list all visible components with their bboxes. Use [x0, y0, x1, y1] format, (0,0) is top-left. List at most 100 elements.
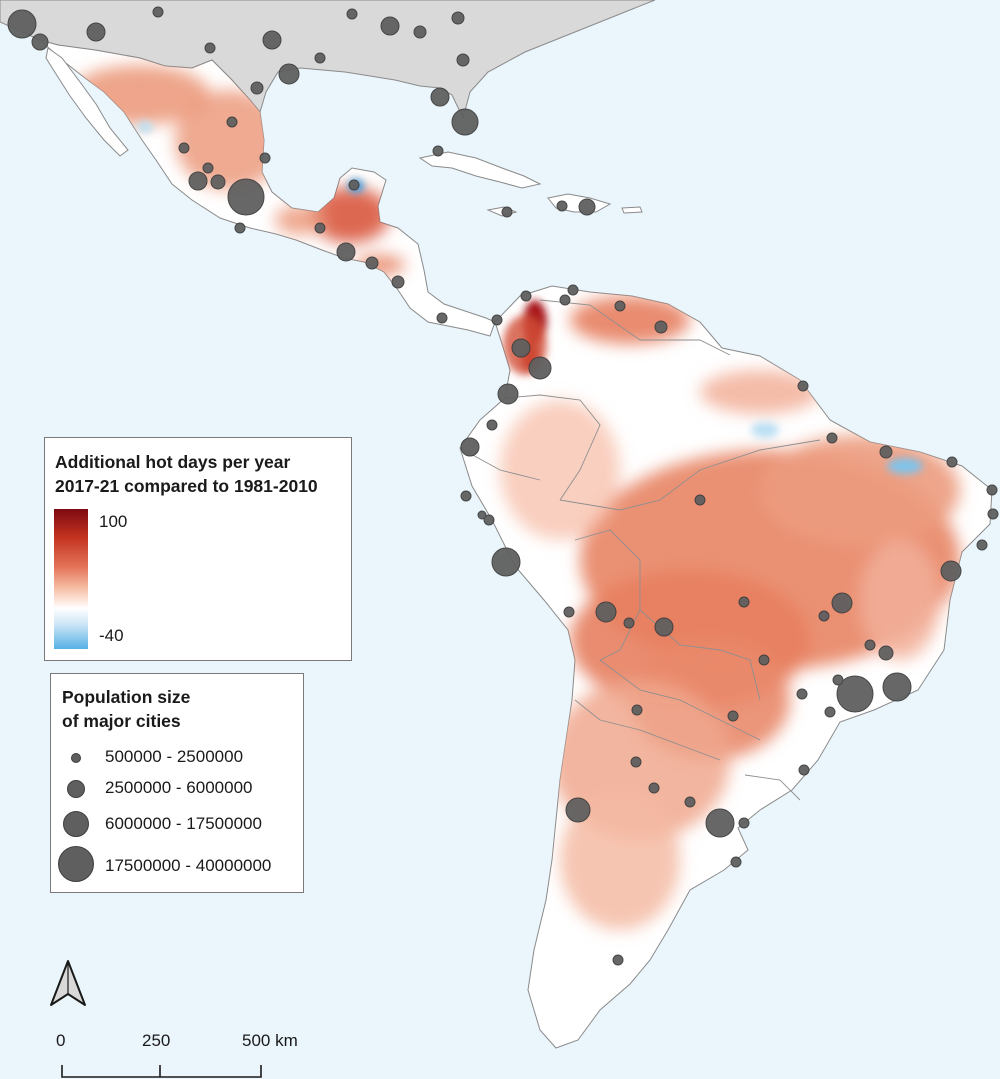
city-marker	[314, 52, 326, 64]
city-marker	[836, 675, 874, 713]
city-marker	[477, 510, 487, 520]
scale-bar: 0 250 500 km	[50, 1025, 320, 1079]
city-marker	[31, 33, 49, 51]
city-marker	[727, 710, 739, 722]
city-marker	[491, 547, 521, 577]
heat-legend-title-line2: 2017-21 compared to 1981-2010	[55, 476, 318, 496]
city-marker	[559, 294, 571, 306]
city-marker	[738, 596, 750, 608]
national-borders	[459, 299, 821, 801]
population-class-label: 17500000 - 40000000	[105, 856, 272, 875]
city-marker	[987, 508, 999, 520]
border	[504, 394, 601, 501]
heat-patch	[760, 435, 960, 545]
city-marker	[563, 606, 575, 618]
border	[574, 529, 641, 661]
city-marker	[391, 275, 405, 289]
city-marker	[451, 11, 465, 25]
population-marker-small	[71, 753, 81, 763]
city-marker	[511, 338, 531, 358]
city-marker	[705, 808, 735, 838]
city-marker	[501, 206, 513, 218]
city-marker	[826, 432, 838, 444]
heat-patch	[860, 540, 940, 660]
heat-patch	[355, 255, 405, 275]
cold-patch	[887, 458, 923, 474]
city-marker	[430, 87, 450, 107]
city-marker	[346, 8, 358, 20]
city-marker	[796, 688, 808, 700]
city-marker	[824, 706, 836, 718]
city-marker	[202, 162, 214, 174]
baja-california	[45, 47, 129, 157]
city-marker	[946, 456, 958, 468]
city-marker	[486, 419, 498, 431]
city-marker	[818, 610, 830, 622]
border	[574, 699, 721, 761]
city-marker	[413, 25, 427, 39]
city-marker	[460, 490, 472, 502]
population-class-4: 17500000 - 40000000	[51, 846, 305, 886]
city-marker	[879, 445, 893, 459]
city-marker	[595, 601, 617, 623]
city-marker	[654, 617, 674, 637]
city-marker	[348, 179, 360, 191]
population-marker-xlarge	[58, 846, 94, 882]
city-marker	[730, 856, 742, 868]
population-legend-title-line1: Population size	[62, 687, 191, 707]
city-marker	[262, 30, 282, 50]
city-marker	[234, 222, 246, 234]
population-class-label: 2500000 - 6000000	[105, 778, 253, 797]
heat-patch	[175, 90, 285, 190]
city-marker	[684, 796, 696, 808]
scale-bar-line	[61, 1065, 262, 1078]
cuba	[418, 151, 542, 189]
border	[599, 659, 761, 741]
city-marker	[520, 290, 532, 302]
heat-patch	[275, 205, 325, 235]
city-marker	[797, 380, 809, 392]
city-marker	[614, 300, 626, 312]
city-marker	[832, 674, 844, 686]
population-class-2: 2500000 - 6000000	[51, 774, 305, 814]
city-marker	[497, 383, 519, 405]
city-marker	[86, 22, 106, 42]
heat-color-ramp	[54, 509, 88, 649]
city-marker	[432, 145, 444, 157]
city-marker	[250, 81, 264, 95]
city-marker	[940, 560, 962, 582]
city-marker	[436, 312, 448, 324]
city-marker	[648, 782, 660, 794]
cold-patch	[137, 121, 153, 133]
population-class-1: 500000 - 2500000	[51, 744, 305, 784]
city-marker	[738, 817, 750, 829]
city-marker	[178, 142, 190, 154]
city-marker	[831, 592, 853, 614]
population-class-label: 500000 - 2500000	[105, 747, 244, 766]
city-marker	[278, 63, 300, 85]
city-marker	[226, 116, 238, 128]
city-marker	[259, 152, 271, 164]
city-marker	[798, 764, 810, 776]
city-marker	[578, 198, 596, 216]
puerto-rico	[621, 206, 643, 214]
population-class-3: 6000000 - 17500000	[51, 808, 305, 848]
city-marker	[483, 514, 495, 526]
population-marker-large	[63, 811, 89, 837]
city-marker	[882, 672, 912, 702]
city-marker	[630, 756, 642, 768]
city-marker	[314, 222, 326, 234]
city-marker	[528, 356, 552, 380]
city-marker	[380, 16, 400, 36]
border	[539, 299, 731, 356]
city-marker	[152, 6, 164, 18]
city-marker	[878, 645, 894, 661]
city-marker	[460, 437, 480, 457]
population-marker-medium	[67, 780, 85, 798]
population-legend-title: Population size of major cities	[62, 685, 190, 733]
heat-patch	[570, 296, 690, 344]
city-marker	[567, 284, 579, 296]
scale-label-500: 500 km	[242, 1031, 298, 1050]
heat-legend: Additional hot days per year 2017-21 com…	[44, 437, 352, 661]
population-legend: Population size of major cities 500000 -…	[50, 673, 304, 893]
